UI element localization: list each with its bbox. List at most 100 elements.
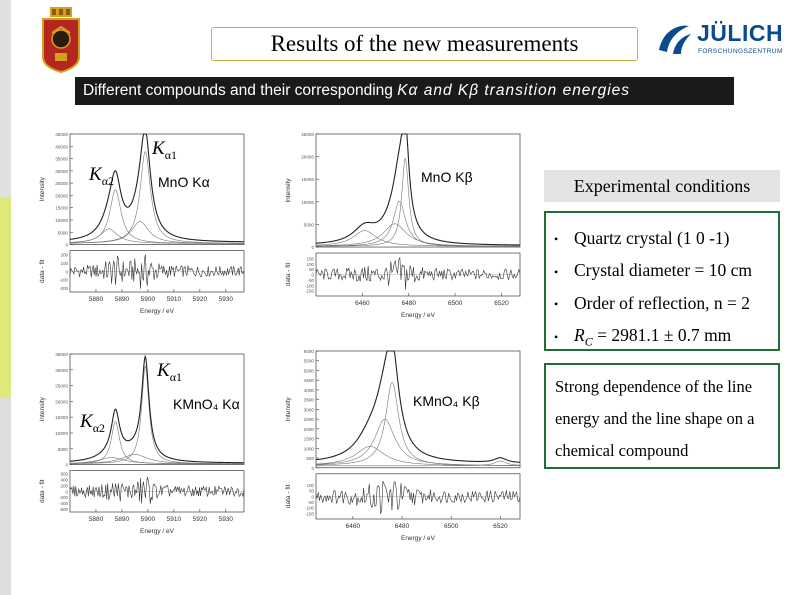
residual-tick-label: -50	[308, 500, 315, 505]
component-curve	[316, 460, 521, 467]
page-title: Results of the new measurements	[211, 27, 638, 61]
y-tick-label: 15000	[55, 415, 68, 420]
y-tick-label: 35000	[55, 157, 68, 162]
x-tick-label: 5930	[219, 296, 234, 303]
residual-tick-label: 150	[307, 256, 315, 261]
residual-tick-label: 0	[66, 489, 69, 494]
y-tick-label: 3500	[304, 398, 315, 403]
condition-text: Order of reflection, n = 2	[574, 292, 751, 313]
residual-tick-label: 200	[61, 483, 69, 488]
x-tick-label: 6480	[395, 523, 410, 530]
peak-k-symbol: K	[89, 164, 102, 185]
x-tick-label: 6460	[355, 300, 370, 307]
panel-label-kmno4-kb: KMnO₄ Kβ	[413, 393, 480, 409]
condition-item: • Order of reflection, n = 2	[554, 288, 778, 320]
residual-tick-label: -100	[59, 278, 68, 283]
y-tick-label: 5500	[304, 359, 315, 364]
peak-k-symbol: K	[80, 411, 93, 432]
x-axis-label: Energy / eV	[140, 528, 175, 535]
condition-item: • Quartz crystal (1 0 -1)	[554, 223, 778, 255]
panel-label-mno-ka: MnO Kα	[158, 174, 210, 190]
y-tick-label: 6000	[304, 349, 315, 354]
residual-tick-label: -100	[305, 283, 314, 288]
x-tick-label: 5880	[89, 516, 104, 523]
bullet-icon: •	[554, 232, 559, 247]
subtitle-text: Different compounds and their correspond…	[83, 82, 398, 99]
note-box: Strong dependence of the line energy and…	[544, 363, 780, 469]
main-plot-frame	[69, 133, 245, 245]
condition-text: Quartz crystal (1 0 -1)	[574, 228, 730, 248]
y-tick-label: 5000	[304, 222, 315, 227]
x-tick-label: 5910	[167, 296, 182, 303]
julich-brand: JÜLICH	[697, 20, 784, 46]
y-tick-label: 5000	[304, 368, 315, 373]
chart-svg: 0500010000150002000025000150100500-50-10…	[285, 132, 521, 319]
residual-tick-label: 50	[309, 267, 314, 272]
condition-symbol: R	[574, 325, 585, 346]
condition-item: • Crystal diameter = 10 cm	[554, 255, 778, 287]
component-curve	[315, 230, 521, 247]
x-tick-label: 5900	[141, 516, 156, 523]
x-tick-label: 5880	[89, 296, 104, 303]
bullet-icon: •	[554, 264, 559, 279]
y-tick-label: 35000	[55, 352, 68, 357]
y-tick-label: 4000	[304, 388, 315, 393]
x-axis-label: Energy / eV	[140, 308, 175, 315]
y-tick-label: 10000	[55, 431, 68, 436]
y-tick-label: 500	[306, 456, 314, 461]
x-tick-label: 5890	[115, 296, 130, 303]
x-axis-label: Energy / eV	[401, 535, 436, 542]
y-tick-label: 25000	[301, 132, 314, 137]
y-tick-label: 25000	[55, 181, 68, 186]
bullet-icon: •	[554, 329, 559, 344]
x-axis-label: Energy / eV	[401, 312, 436, 319]
residual-tick-label: 0	[66, 269, 69, 274]
y-tick-label: 5000	[58, 447, 69, 452]
y-tick-label: 10000	[301, 200, 314, 205]
left-bar-gray-segment	[0, 0, 11, 198]
y-tick-label: 0	[311, 466, 314, 471]
residual-tick-label: 100	[307, 483, 315, 488]
fit-curve	[315, 350, 521, 463]
x-tick-label: 6460	[346, 523, 361, 530]
panel-label-kmno4-ka: KMnO₄ Kα	[173, 396, 240, 412]
residual-series	[69, 254, 245, 289]
fit-curve	[69, 354, 245, 464]
component-curve	[316, 157, 521, 247]
residual-series	[315, 257, 521, 290]
component-curve	[69, 228, 244, 244]
x-tick-label: 6500	[448, 300, 463, 307]
peak-k-subscript: α2	[92, 420, 105, 435]
component-curve	[315, 223, 521, 247]
chart-mno-kb: 0 5000 10000 15000 20000 25000 150 100 50 0 -50 -10…	[282, 128, 526, 320]
x-tick-label: 6520	[494, 300, 509, 307]
chart-svg: 0 5000 10000 15000 20000 25000 30000 35000 40000…	[39, 132, 245, 315]
y-tick-label: 2500	[304, 417, 315, 422]
y-axis-label: Intensity	[39, 396, 46, 421]
main-plot-frame	[315, 133, 521, 248]
julich-emblem-icon	[659, 25, 691, 54]
residual-tick-label: 100	[307, 262, 315, 267]
component-curve	[69, 189, 244, 244]
component-curve	[69, 150, 244, 244]
subtitle-italic: Kα and Kβ transition energies	[397, 82, 631, 99]
left-bar-yellow-segment	[0, 198, 11, 398]
residual-series	[69, 476, 245, 504]
peak-label-ka2-kmno4: Kα2	[80, 411, 105, 436]
residual-tick-label: 400	[61, 477, 69, 482]
residual-tick-label: -150	[305, 511, 314, 516]
peak-k-subscript: α2	[101, 173, 114, 188]
peak-k-symbol: K	[152, 138, 165, 159]
y-tick-label: 40000	[55, 144, 68, 149]
x-tick-label: 6520	[493, 523, 508, 530]
y-tick-label: 0	[311, 245, 314, 250]
chart-mno-ka: 0 5000 10000 15000 20000 25000 30000 35000 40000…	[36, 128, 250, 316]
y-tick-label: 1500	[304, 437, 315, 442]
peak-k-symbol: K	[157, 360, 170, 381]
y-tick-label: 1000	[304, 446, 315, 451]
residual-axis-label: data - fit	[285, 484, 292, 508]
y-tick-label: 2000	[304, 427, 315, 432]
chart-svg: 0 5000 10000 15000 20000 25000 30000 35000 60040…	[39, 352, 245, 535]
y-axis-label: Intensity	[285, 178, 292, 203]
residual-tick-label: 0	[312, 273, 315, 278]
